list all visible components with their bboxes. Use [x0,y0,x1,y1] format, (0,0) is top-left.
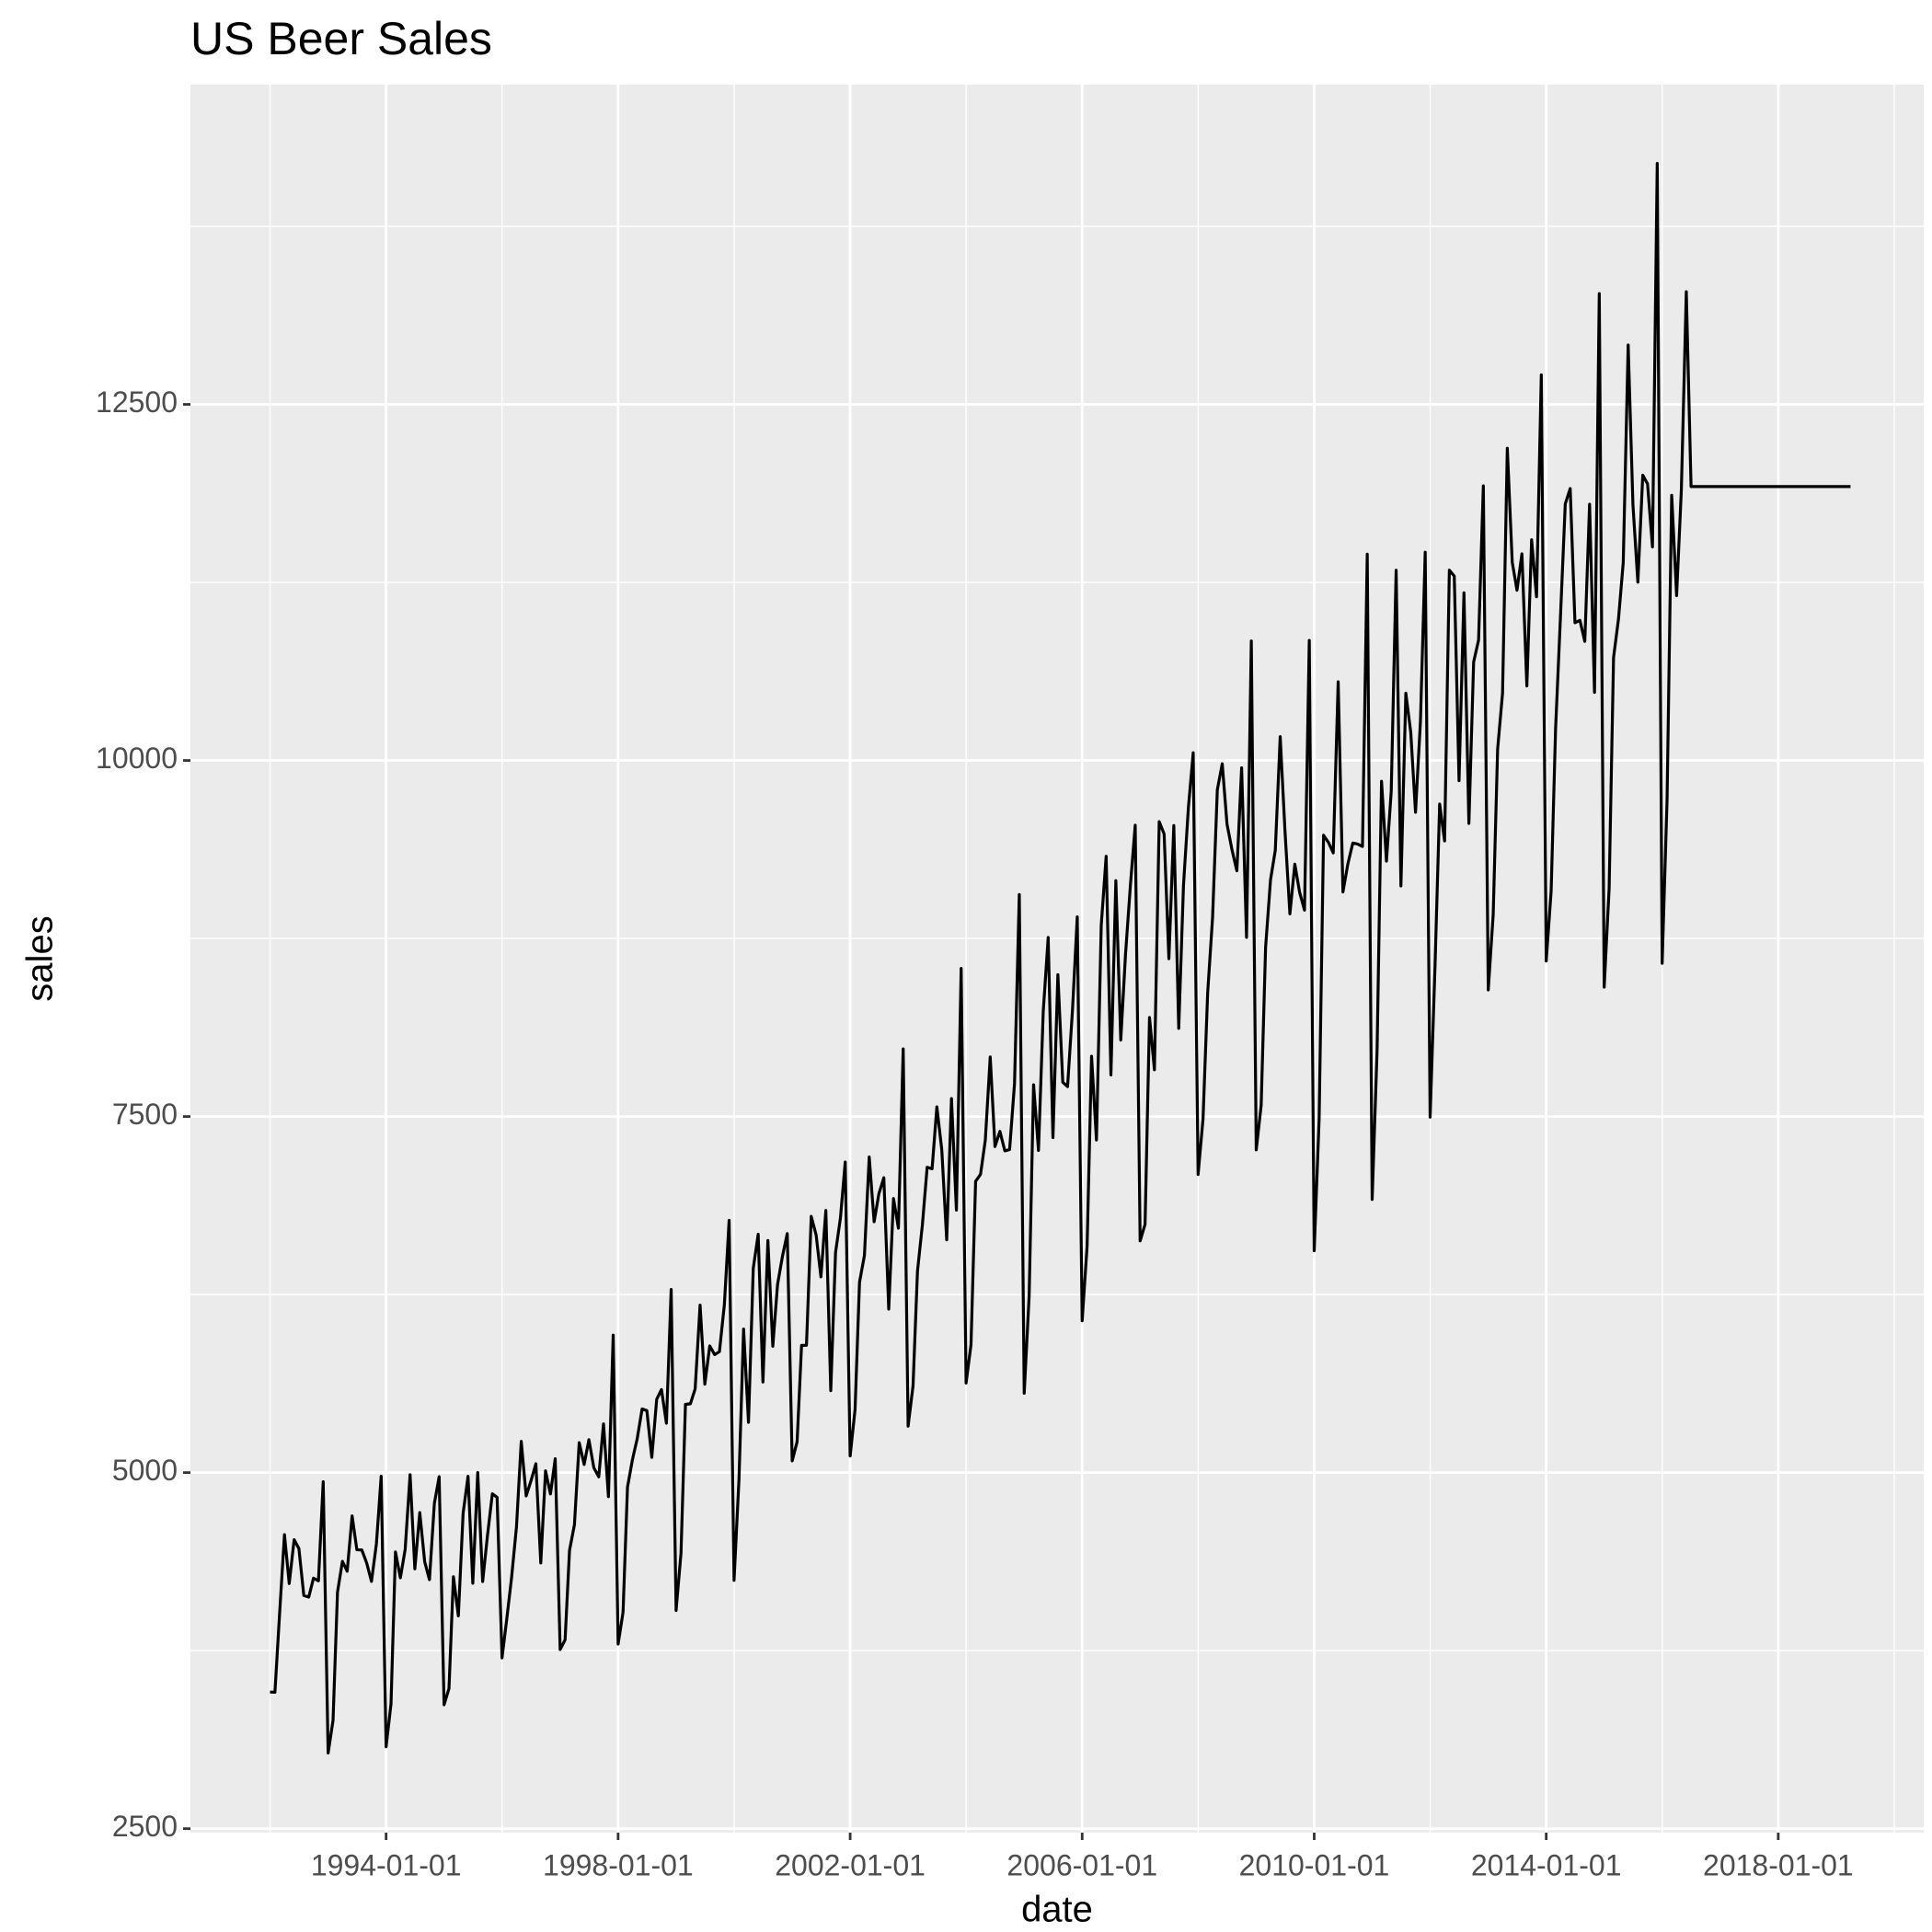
y-tick-label: 12500 [96,385,178,419]
x-tick-label: 2014-01-01 [1471,1848,1622,1881]
x-tick-label: 1998-01-01 [543,1848,694,1881]
y-tick-label: 2500 [112,1810,178,1843]
x-tick-label: 2002-01-01 [775,1848,926,1881]
data-line [270,162,1851,1755]
x-tick-label: 2018-01-01 [1703,1848,1854,1881]
plot-panel [190,85,1924,1833]
x-axis-title: date [1021,1890,1093,1930]
y-axis-title: sales [20,915,61,1001]
y-tick-label: 7500 [112,1098,178,1131]
chart-title: US Beer Sales [190,13,492,64]
x-tick-label: 2006-01-01 [1006,1848,1157,1881]
x-tick-label: 2010-01-01 [1239,1848,1390,1881]
y-tick-label: 10000 [96,742,178,775]
x-tick-label: 1994-01-01 [311,1848,462,1881]
y-tick-label: 5000 [112,1454,178,1487]
